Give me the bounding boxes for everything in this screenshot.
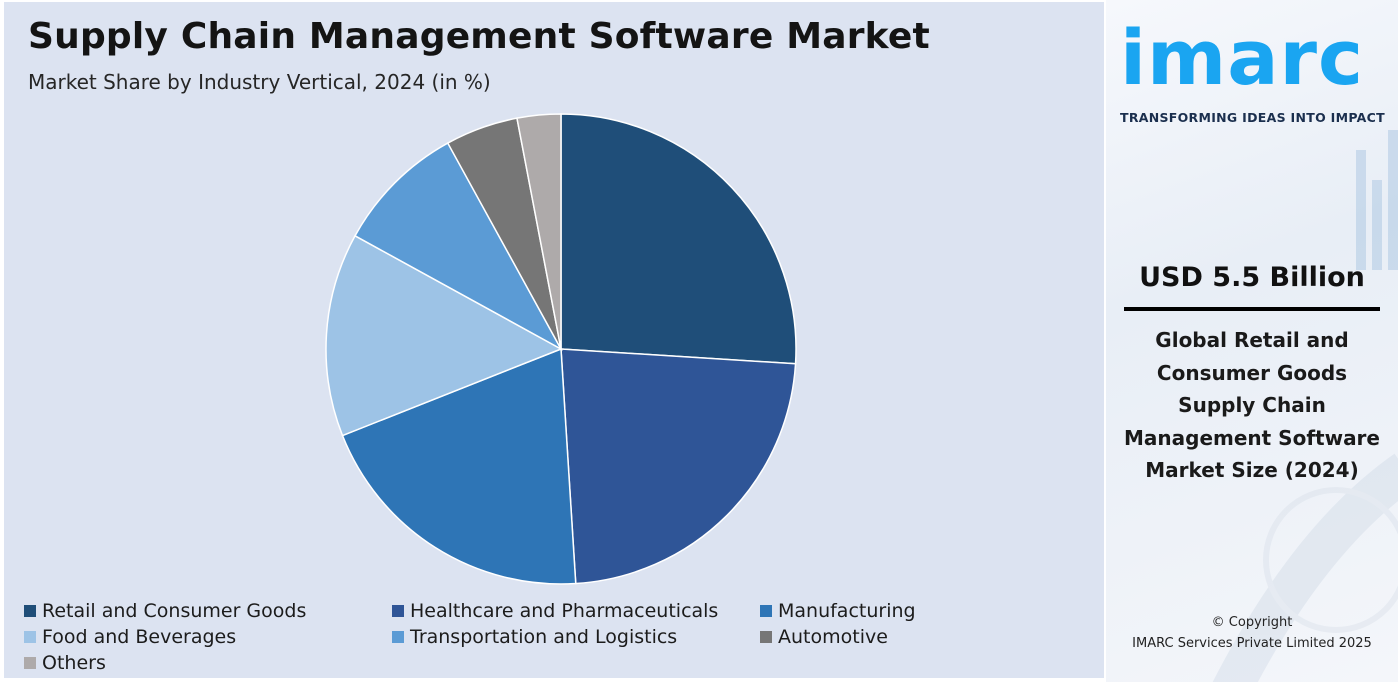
copyright: © Copyright IMARC Services Private Limit… <box>1106 612 1398 654</box>
copyright-line-1: © Copyright <box>1211 615 1293 630</box>
pie-slice-food-and-beverages <box>325 234 563 437</box>
pie-slice-transportation-and-logistics <box>354 142 563 351</box>
legend-swatch <box>24 604 36 617</box>
legend-item-retail-and-consumer-goods: Retail and Consumer Goods <box>24 599 392 622</box>
pie-slice-healthcare-and-pharmaceuticals <box>560 348 797 585</box>
legend-label: Food and Beverages <box>42 625 237 648</box>
legend-label: Retail and Consumer Goods <box>42 599 307 622</box>
background-decoration <box>1212 130 1398 682</box>
copyright-line-2: IMARC Services Private Limited 2025 <box>1132 636 1372 651</box>
pie-slice-others <box>516 113 562 350</box>
chart-title: Supply Chain Management Software Market <box>28 16 930 57</box>
legend-swatch <box>760 604 772 617</box>
logo-tagline: TRANSFORMING IDEAS INTO IMPACT <box>1120 110 1385 125</box>
market-size-value: USD 5.5 Billion <box>1139 262 1365 293</box>
legend-swatch <box>760 630 772 643</box>
legend-label: Healthcare and Pharmaceuticals <box>410 599 719 622</box>
logo-wordmark: imarc <box>1120 13 1365 102</box>
legend-item-food-and-beverages: Food and Beverages <box>24 625 392 648</box>
legend-item-healthcare-and-pharmaceuticals: Healthcare and Pharmaceuticals <box>392 599 760 622</box>
pie-chart <box>325 113 797 585</box>
side-panel: imarc TRANSFORMING IDEAS INTO IMPACT USD… <box>1106 0 1398 682</box>
legend-label: Others <box>42 651 106 674</box>
legend-label: Transportation and Logistics <box>410 625 678 648</box>
legend-label: Automotive <box>778 625 888 648</box>
divider <box>1124 307 1380 311</box>
legend-item-transportation-and-logistics: Transportation and Logistics <box>392 625 760 648</box>
pie-slice-retail-and-consumer-goods <box>560 113 797 365</box>
chart-panel: Supply Chain Management Software Market … <box>4 2 1104 678</box>
chart-legend: Retail and Consumer Goods Healthcare and … <box>24 599 1104 674</box>
legend-item-automotive: Automotive <box>760 625 1090 648</box>
chart-subtitle: Market Share by Industry Vertical, 2024 … <box>28 70 491 94</box>
market-size-description: Global Retail and Consumer Goods Supply … <box>1124 328 1380 482</box>
legend-swatch <box>392 604 404 617</box>
pie-slice-manufacturing <box>341 347 577 585</box>
legend-swatch <box>24 656 36 669</box>
legend-item-manufacturing: Manufacturing <box>760 599 1090 622</box>
legend-item-others: Others <box>24 651 392 674</box>
brand-logo: imarc TRANSFORMING IDEAS INTO IMPACT <box>1120 13 1390 126</box>
legend-swatch <box>24 630 36 643</box>
legend-label: Manufacturing <box>778 599 916 622</box>
legend-swatch <box>392 630 404 643</box>
